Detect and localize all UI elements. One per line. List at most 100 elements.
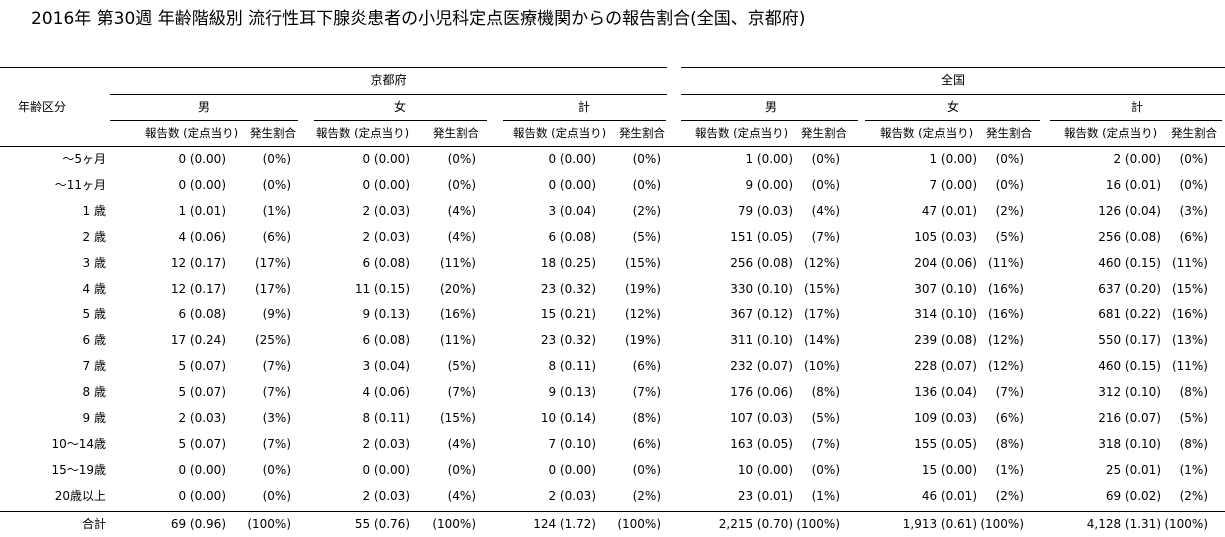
ratio-cell: (15%): [1171, 282, 1208, 296]
sex-header: 男: [764, 100, 777, 114]
region-header-national: 全国: [940, 73, 965, 87]
count-cell: 11 (0.15): [354, 282, 410, 296]
ratio-cell: (14%): [803, 333, 840, 347]
ratio-cell: (0%): [995, 178, 1024, 192]
total-ratio-cell: (100%): [617, 517, 661, 531]
ratio-cell: (7%): [811, 437, 840, 451]
count-cell: 1 (0.00): [929, 152, 977, 166]
count-column-header: 報告数 (定点当り): [1064, 126, 1158, 140]
ratio-cell: (15%): [624, 256, 661, 270]
ratio-cell: (7%): [262, 437, 291, 451]
count-cell: 330 (0.10): [730, 282, 793, 296]
sex-header: 女: [946, 100, 959, 114]
count-cell: 12 (0.17): [170, 256, 226, 270]
count-cell: 239 (0.08): [914, 333, 977, 347]
ratio-cell: (12%): [803, 256, 840, 270]
ratio-column-header: 発生割合: [1171, 126, 1217, 140]
ratio-cell: (4%): [447, 489, 476, 503]
count-cell: 0 (0.00): [362, 152, 410, 166]
total-ratio-cell: (100%): [247, 517, 291, 531]
ratio-cell: (6%): [632, 437, 661, 451]
count-cell: 18 (0.25): [540, 256, 596, 270]
count-cell: 23 (0.01): [737, 489, 793, 503]
row-age-label: ～5ヶ月: [62, 152, 106, 166]
total-ratio-cell: (100%): [1164, 517, 1208, 531]
row-label-header: 年齢区分: [18, 100, 67, 114]
row-age-label: 5 歳: [82, 307, 106, 321]
count-cell: 681 (0.22): [1098, 307, 1161, 321]
count-cell: 228 (0.07): [914, 359, 977, 373]
ratio-cell: (0%): [447, 178, 476, 192]
count-cell: 47 (0.01): [921, 204, 977, 218]
total-count-cell: 69 (0.96): [170, 517, 226, 531]
sex-header: 男: [197, 100, 210, 114]
count-column-header: 報告数 (定点当り): [145, 126, 239, 140]
count-cell: 0 (0.00): [548, 178, 596, 192]
ratio-column-header: 発生割合: [619, 126, 665, 140]
count-cell: 15 (0.00): [921, 463, 977, 477]
rule-header-bottom: [0, 146, 1225, 147]
ratio-cell: (17%): [254, 256, 291, 270]
row-age-label: 1 歳: [82, 204, 106, 218]
sex-header: 計: [1130, 100, 1143, 114]
ratio-column-header: 発生割合: [801, 126, 847, 140]
count-cell: 6 (0.08): [548, 230, 596, 244]
ratio-cell: (0%): [1179, 178, 1208, 192]
count-cell: 46 (0.01): [921, 489, 977, 503]
rule-top-kyoto: [0, 67, 667, 68]
ratio-cell: (17%): [803, 307, 840, 321]
row-age-label: 4 歳: [82, 282, 106, 296]
count-cell: 163 (0.05): [730, 437, 793, 451]
count-cell: 151 (0.05): [730, 230, 793, 244]
count-cell: 9 (0.00): [745, 178, 793, 192]
ratio-cell: (3%): [262, 411, 291, 425]
row-age-label: 8 歳: [82, 385, 106, 399]
ratio-cell: (8%): [1179, 437, 1208, 451]
count-cell: 0 (0.00): [362, 178, 410, 192]
count-cell: 6 (0.08): [362, 256, 410, 270]
ratio-cell: (17%): [254, 282, 291, 296]
ratio-cell: (4%): [447, 437, 476, 451]
count-cell: 25 (0.01): [1105, 463, 1161, 477]
ratio-cell: (16%): [439, 307, 476, 321]
ratio-cell: (8%): [1179, 385, 1208, 399]
count-cell: 2 (0.03): [362, 489, 410, 503]
count-cell: 0 (0.00): [548, 463, 596, 477]
count-cell: 9 (0.13): [548, 385, 596, 399]
total-count-cell: 4,128 (1.31): [1086, 517, 1161, 531]
count-cell: 0 (0.00): [178, 152, 226, 166]
count-cell: 637 (0.20): [1098, 282, 1161, 296]
ratio-column-header: 発生割合: [986, 126, 1032, 140]
rule-sex-2: [503, 120, 666, 121]
ratio-cell: (7%): [262, 359, 291, 373]
count-cell: 2 (0.03): [178, 411, 226, 425]
ratio-cell: (2%): [995, 204, 1024, 218]
ratio-cell: (16%): [987, 307, 1024, 321]
ratio-cell: (0%): [811, 152, 840, 166]
ratio-cell: (10%): [803, 359, 840, 373]
ratio-cell: (8%): [632, 411, 661, 425]
ratio-cell: (13%): [1171, 333, 1208, 347]
count-cell: 6 (0.08): [362, 333, 410, 347]
ratio-cell: (9%): [262, 307, 291, 321]
ratio-cell: (0%): [995, 152, 1024, 166]
ratio-cell: (11%): [1171, 359, 1208, 373]
row-age-label: 9 歳: [82, 411, 106, 425]
ratio-cell: (15%): [439, 411, 476, 425]
ratio-cell: (5%): [1179, 411, 1208, 425]
count-cell: 12 (0.17): [170, 282, 226, 296]
ratio-cell: (0%): [811, 463, 840, 477]
ratio-cell: (0%): [632, 463, 661, 477]
ratio-cell: (7%): [811, 230, 840, 244]
count-cell: 23 (0.32): [540, 333, 596, 347]
count-cell: 1 (0.01): [178, 204, 226, 218]
ratio-cell: (11%): [1171, 256, 1208, 270]
count-cell: 0 (0.00): [178, 489, 226, 503]
ratio-cell: (6%): [632, 359, 661, 373]
total-ratio-cell: (100%): [980, 517, 1024, 531]
ratio-cell: (12%): [987, 359, 1024, 373]
count-cell: 204 (0.06): [914, 256, 977, 270]
count-cell: 4 (0.06): [362, 385, 410, 399]
count-cell: 10 (0.00): [737, 463, 793, 477]
count-cell: 7 (0.10): [548, 437, 596, 451]
